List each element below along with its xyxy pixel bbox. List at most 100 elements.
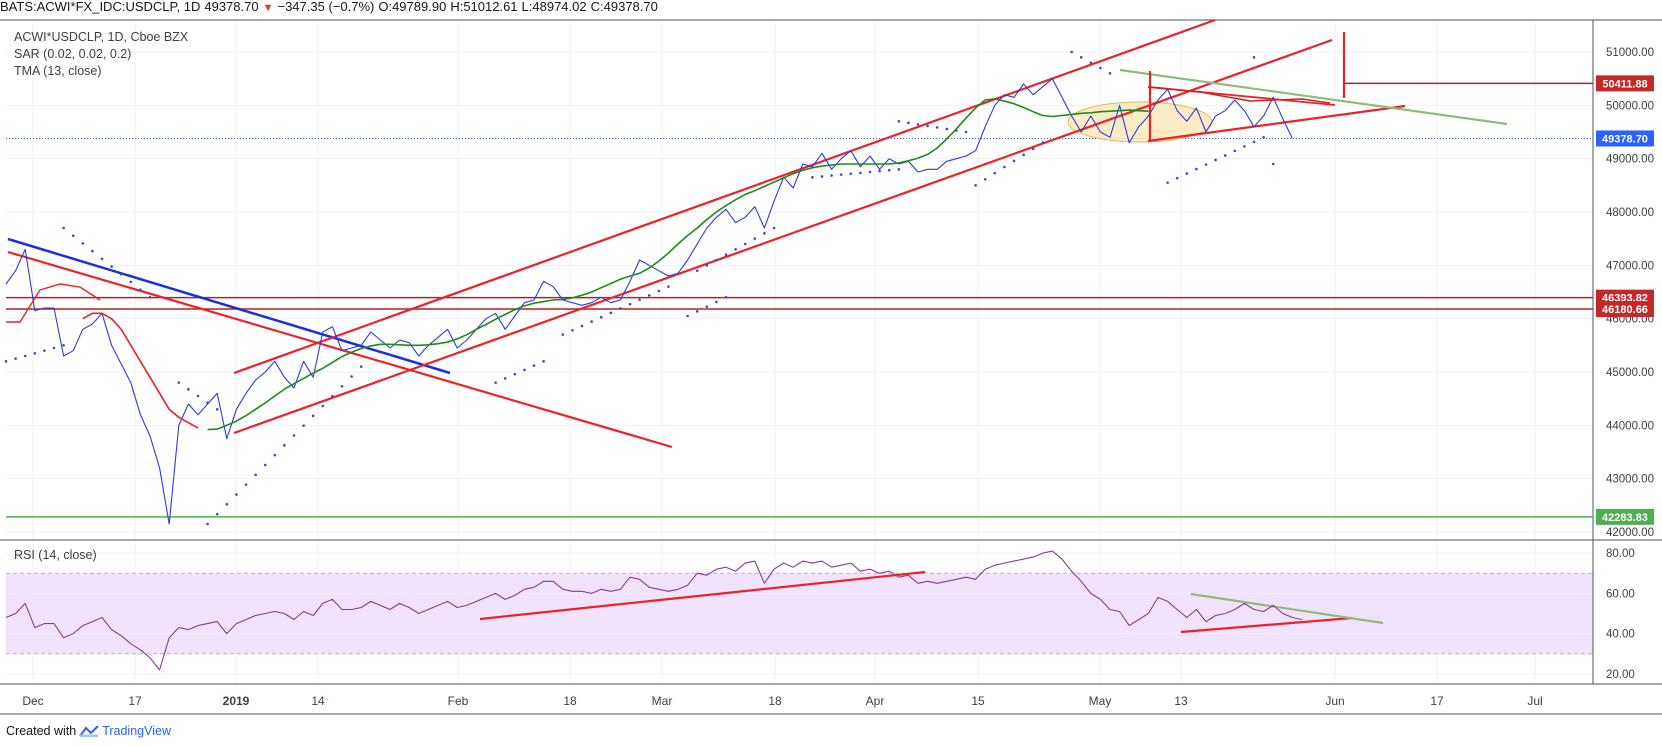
sar-dot xyxy=(599,315,603,319)
sar-legend[interactable]: SAR (0.02, 0.02, 0.2) xyxy=(14,47,132,61)
sar-dot xyxy=(935,126,939,129)
x-tick-label: 15 xyxy=(971,694,985,708)
sar-dot xyxy=(235,493,238,496)
x-tick-label: Feb xyxy=(448,694,469,708)
sar-dot xyxy=(993,171,997,175)
sar-dot xyxy=(1012,159,1016,163)
sar-dot xyxy=(897,120,901,123)
sar-dot xyxy=(715,300,718,304)
tma-legend[interactable]: TMA (13, close) xyxy=(14,64,102,78)
sar-dot xyxy=(1003,165,1006,169)
high-label: H: xyxy=(450,0,464,14)
sar-dot xyxy=(724,296,728,299)
tma-series-line-red xyxy=(1149,86,1331,104)
sar-dot xyxy=(1214,158,1217,162)
sar-dot xyxy=(1252,56,1256,59)
sar-dot xyxy=(215,512,219,516)
sar-dot xyxy=(743,242,747,246)
sar-dot xyxy=(350,375,353,378)
sar-dot xyxy=(772,226,776,230)
sar-dot xyxy=(907,121,910,125)
sar-dot xyxy=(23,354,27,358)
sar-dot xyxy=(523,368,526,372)
created-with-label: Created with xyxy=(6,724,77,738)
sar-dot xyxy=(705,264,709,267)
sar-dot xyxy=(647,294,651,297)
sar-dot xyxy=(119,272,123,276)
price-pane xyxy=(0,20,1662,540)
sar-dot xyxy=(52,346,56,350)
sar-dot xyxy=(1079,56,1083,59)
sar-dot xyxy=(1031,147,1035,151)
sar-dot xyxy=(1223,154,1227,157)
x-tick-label: 14 xyxy=(311,694,325,708)
price-tag xyxy=(1596,508,1654,525)
sar-dot xyxy=(820,175,824,178)
y-tick-label: 43000.00 xyxy=(1606,474,1654,486)
sar-dot xyxy=(1243,145,1246,148)
sar-dot xyxy=(302,424,305,427)
y-tick-label: 51000.00 xyxy=(1606,47,1654,59)
x-tick-label: Dec xyxy=(22,694,43,708)
low-value: 48974.02 xyxy=(532,0,587,14)
rsi-legend[interactable]: RSI (14, close) xyxy=(14,548,97,562)
sar-dot xyxy=(359,365,363,368)
y-tick-label: 44000.00 xyxy=(1606,420,1654,432)
tma-series-line xyxy=(207,98,1149,431)
sar-dot xyxy=(609,311,613,315)
falling-resistance-line xyxy=(1119,68,1508,126)
sar-dot xyxy=(724,253,728,256)
tradingview-brand[interactable]: TradingView xyxy=(102,724,171,738)
price-tag-label: 42283.83 xyxy=(1602,512,1648,524)
sar-dot xyxy=(839,173,843,176)
symbol-label: BATS:ACWI*FX_IDC:USDCLP, 1D xyxy=(0,0,201,14)
open-value: 49789.90 xyxy=(392,0,447,14)
sar-dot xyxy=(139,288,142,291)
sar-dot xyxy=(1022,153,1025,157)
sar-dot xyxy=(91,249,94,253)
sar-dot xyxy=(811,176,814,179)
last-price: 49378.70 xyxy=(204,0,259,14)
downtrend-line-blue xyxy=(7,237,451,375)
sar-dot xyxy=(638,298,641,302)
sar-dot xyxy=(331,394,334,398)
sar-dot xyxy=(283,444,286,447)
sar-dot xyxy=(859,171,862,175)
sar-dot xyxy=(897,168,901,171)
x-tick-label: Jul xyxy=(1527,694,1542,708)
sar-dot xyxy=(667,285,670,288)
y-tick-label: 42000.00 xyxy=(1606,527,1654,539)
sar-dot xyxy=(1041,141,1045,144)
x-tick-label: May xyxy=(1089,694,1112,708)
x-tick-label: Jun xyxy=(1325,694,1344,708)
low-label: L: xyxy=(521,0,533,14)
price-tag-label: 46180.66 xyxy=(1602,304,1648,316)
sar-dot xyxy=(1099,66,1102,70)
sar-dot xyxy=(33,352,37,355)
sar-dot xyxy=(868,170,872,174)
sar-dot xyxy=(580,324,584,328)
sar-dot xyxy=(4,360,8,363)
sar-dot xyxy=(321,404,325,408)
sar-dot xyxy=(619,307,622,310)
sar-dot xyxy=(1175,176,1179,180)
price-tag-label: 49378.70 xyxy=(1602,133,1648,145)
price-tag xyxy=(1596,75,1654,92)
sar-dot xyxy=(340,385,344,388)
footer: Created with TradingView xyxy=(6,724,171,738)
sar-dot xyxy=(1252,140,1256,144)
sar-dot xyxy=(561,333,565,336)
close-label: C: xyxy=(590,0,604,14)
sar-dot xyxy=(964,130,968,134)
wedge-lower-line xyxy=(1147,104,1406,143)
sar-dot xyxy=(1233,149,1237,153)
price-tag xyxy=(1596,301,1654,318)
x-tick-label: Mar xyxy=(652,694,673,708)
sar-dot xyxy=(254,473,257,477)
sar-dot xyxy=(657,289,661,293)
sar-dot xyxy=(196,394,200,398)
sar-dot xyxy=(129,280,133,284)
tma-series-line-red xyxy=(6,283,101,323)
sar-dot xyxy=(715,258,718,262)
